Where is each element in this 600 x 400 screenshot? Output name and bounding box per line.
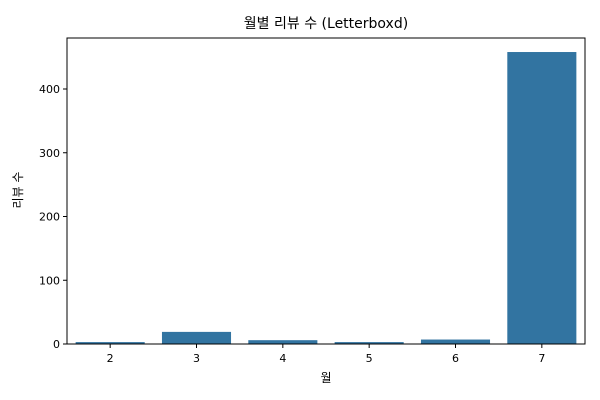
x-tick-label: 4 (279, 352, 286, 365)
y-tick-label: 0 (53, 338, 60, 351)
x-axis-label: 월 (320, 371, 331, 385)
x-tick-label: 3 (193, 352, 200, 365)
y-tick-label: 300 (39, 147, 60, 160)
bar-month-3 (161, 331, 232, 344)
y-tick-label: 400 (39, 83, 60, 96)
plot-frame (66, 37, 586, 345)
x-tick-label: 2 (107, 352, 114, 365)
chart-title: 월별 리뷰 수 (Letterboxd) (244, 16, 408, 32)
bar-month-7 (507, 52, 577, 345)
bar-month-2 (75, 342, 145, 344)
bar-month-4 (248, 340, 318, 344)
plot-area: 2 3 4 5 6 7 0 100 200 300 400 (39, 37, 586, 365)
bar-month-5 (334, 342, 404, 344)
y-axis-label: 리뷰 수 (11, 172, 25, 209)
y-tick-label: 100 (39, 274, 60, 287)
x-tick-label: 7 (538, 352, 545, 365)
bar-month-6 (420, 339, 491, 344)
y-tick-label: 200 (39, 211, 60, 224)
x-tick-label: 5 (366, 352, 373, 365)
x-tick-label: 6 (452, 352, 459, 365)
